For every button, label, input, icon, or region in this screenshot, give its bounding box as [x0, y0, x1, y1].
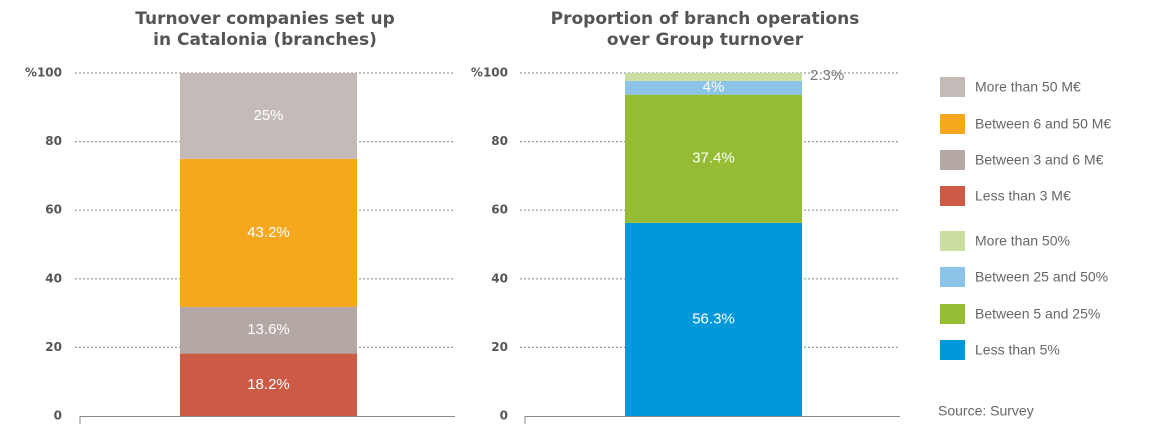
- y-tick-label: 40: [491, 271, 508, 285]
- legend-label: Between 25 and 50%: [975, 269, 1108, 285]
- legend-swatch: [940, 150, 965, 170]
- source: Source: Survey: [938, 403, 1034, 419]
- bar-segment: [180, 158, 357, 307]
- y-tick-label: %100: [25, 66, 62, 80]
- legend-label: Less than 3 M€: [975, 188, 1071, 204]
- legend-swatch: [940, 304, 965, 324]
- legend-swatch: [940, 77, 965, 97]
- value-label: 4%: [703, 79, 725, 96]
- bar-segment: [625, 94, 802, 223]
- value-label: 25%: [253, 107, 283, 124]
- y-tick-label: 60: [491, 203, 508, 217]
- bar-segment: [625, 222, 802, 416]
- value-label: 56.3%: [692, 310, 735, 327]
- y-tick-label: 20: [491, 340, 508, 354]
- value-label: 2.3%: [810, 67, 844, 84]
- y-tick-label: 60: [45, 203, 62, 217]
- y-tick-label: 40: [45, 271, 62, 285]
- chart-title: Turnover companies set up: [135, 9, 394, 29]
- y-tick-label: 80: [45, 134, 62, 148]
- chart-title: over Group turnover: [607, 30, 804, 50]
- legend-swatch: [940, 186, 965, 206]
- legend-swatch: [940, 340, 965, 360]
- legend-swatch: [940, 231, 965, 251]
- value-label: 13.6%: [247, 321, 290, 338]
- value-label: 18.2%: [247, 376, 290, 393]
- y-tick-label: 80: [491, 134, 508, 148]
- legend-label: Between 6 and 50 M€: [975, 116, 1111, 132]
- bar-segment: [180, 353, 357, 416]
- bar-segment: [625, 80, 802, 95]
- chart-title: Proportion of branch operations: [551, 9, 860, 29]
- bar-segment: [625, 73, 802, 81]
- y-tick-label: 20: [45, 340, 62, 354]
- y-tick-label: 0: [54, 409, 62, 423]
- y-tick-label: %100: [471, 66, 508, 80]
- legend-label: More than 50%: [975, 233, 1070, 249]
- legend-label: Less than 5%: [975, 342, 1060, 358]
- legend-label: More than 50 M€: [975, 79, 1081, 95]
- legend-label: Between 5 and 25%: [975, 306, 1100, 322]
- value-label: 43.2%: [247, 224, 290, 241]
- bar-segment: [180, 306, 357, 354]
- legend-swatch: [940, 267, 965, 287]
- legend-label: Between 3 and 6 M€: [975, 152, 1104, 168]
- bar-segment: [180, 73, 357, 159]
- value-label: 37.4%: [692, 150, 735, 167]
- chart-title: in Catalonia (branches): [153, 30, 377, 50]
- y-tick-label: 0: [500, 409, 508, 423]
- legend-swatch: [940, 114, 965, 134]
